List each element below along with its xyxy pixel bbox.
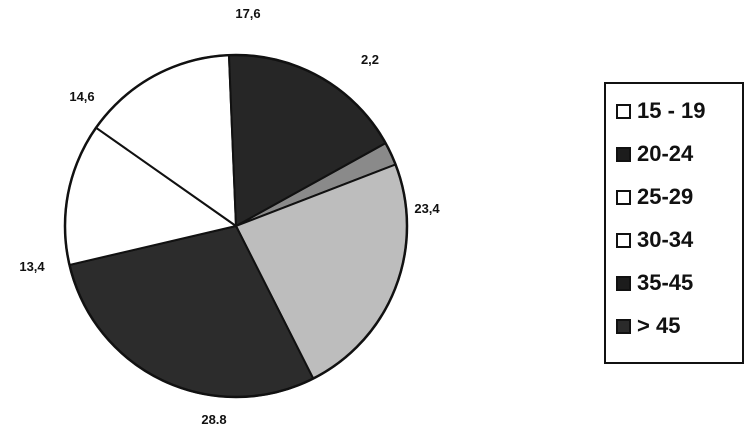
legend-swatch [616,189,631,205]
pie-outline [63,53,409,399]
slice-value-label: 2,2 [361,52,379,67]
legend: 15 - 19 20-24 25-29 30-34 35-45 > 45 [604,82,744,364]
pie-slices [64,54,409,398]
legend-swatch [616,232,631,248]
legend-item-25-29: 25-29 [616,182,693,212]
slice-value-label: 23,4 [414,201,440,216]
legend-item-15-19: 15 - 19 [616,96,706,126]
legend-item-30-34: 30-34 [616,225,693,255]
legend-item-20-24: 20-24 [616,139,693,169]
slice-value-label: 13,4 [19,259,45,274]
legend-label: 25-29 [637,184,694,209]
legend-label: 35-45 [637,270,694,295]
legend-swatch [616,318,631,334]
slice-labels: 2,2 23,4 28.8 13,4 14,6 17,6 [19,6,440,427]
legend-item-35-45: 35-45 [616,268,693,298]
legend-label: 15 - 19 [637,98,706,123]
slice-value-label: 28.8 [201,412,226,427]
legend-swatch [616,103,631,119]
legend-swatch [616,275,631,291]
legend-label: 20-24 [637,141,694,166]
legend-swatch [616,146,631,162]
slice-value-label: 14,6 [69,89,94,104]
legend-label: > 45 [637,313,681,338]
slice-value-label: 17,6 [235,6,260,21]
legend-label: 30-34 [637,227,694,252]
legend-item-gt-45: > 45 [616,311,680,341]
